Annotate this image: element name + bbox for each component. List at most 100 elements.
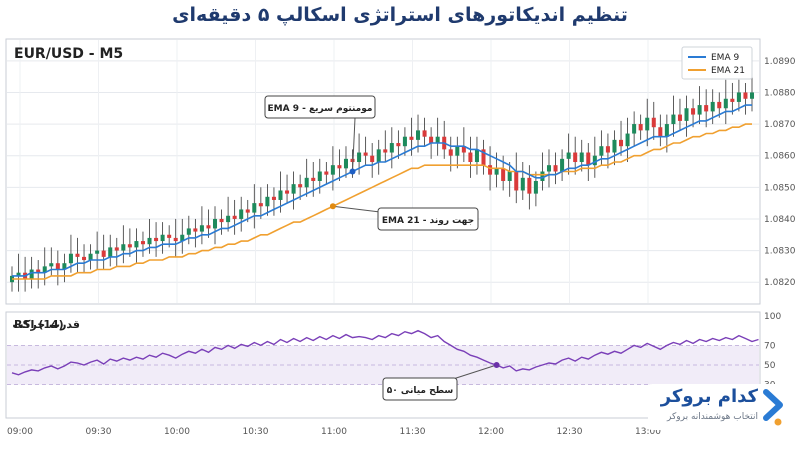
legend-label-ema9: EMA 9 xyxy=(711,53,739,63)
time-tick-label: 10:00 xyxy=(164,427,190,437)
candle xyxy=(265,184,270,216)
candle xyxy=(586,143,591,181)
time-tick-label: 12:00 xyxy=(478,427,504,437)
candle xyxy=(461,127,466,163)
brand-chevron-icon xyxy=(763,389,783,426)
candle xyxy=(743,82,748,115)
candle xyxy=(546,149,552,188)
time-tick-label: 13:00 xyxy=(635,427,661,437)
candle xyxy=(481,139,486,175)
candle xyxy=(671,95,676,137)
rsi-tick-label: 70 xyxy=(764,341,776,351)
price-tick-label: 1.0830 xyxy=(764,247,796,257)
candle xyxy=(82,244,87,273)
candles xyxy=(9,73,755,292)
brand-name: کدام بروکر xyxy=(660,386,758,407)
candle xyxy=(677,98,682,131)
price-panel xyxy=(5,38,761,305)
rsi-subtitle: قدرت حرکت xyxy=(12,318,80,331)
time-tick-label: 11:30 xyxy=(400,427,426,437)
candle xyxy=(468,136,473,178)
candle xyxy=(363,136,368,166)
price-tick-label: 1.0880 xyxy=(764,88,796,98)
candle xyxy=(736,79,741,112)
price-chart-title: EUR/USD - M5 xyxy=(14,46,123,62)
candle xyxy=(723,79,728,125)
brand-tagline: انتخاب هوشمندانه بروکر xyxy=(667,412,758,422)
annotation-marker-ema21 xyxy=(329,203,336,210)
candle xyxy=(134,228,139,264)
annotation-rsi: سطح میانی ۵۰ xyxy=(382,362,500,401)
time-tick-label: 10:30 xyxy=(243,427,269,437)
candle xyxy=(75,237,80,273)
annotation-ema21-text: EMA 21 - جهت روند xyxy=(382,216,474,226)
rsi-title: RSI (14) xyxy=(14,318,64,331)
candle xyxy=(127,228,132,257)
candle xyxy=(612,130,617,166)
candle xyxy=(55,250,60,286)
candle xyxy=(527,165,532,210)
time-tick-label: 12:30 xyxy=(557,427,583,437)
candle xyxy=(108,234,113,267)
candle xyxy=(619,120,624,156)
price-tick-label: 1.0860 xyxy=(764,152,796,162)
candle xyxy=(370,143,375,178)
candle xyxy=(717,92,722,118)
candle xyxy=(232,199,237,235)
rsi-line xyxy=(11,329,759,376)
candle xyxy=(337,149,342,181)
candle xyxy=(376,139,381,175)
candle xyxy=(396,130,401,159)
candle xyxy=(291,171,296,210)
legend: EMA 9 EMA 21 xyxy=(681,46,753,80)
candle xyxy=(304,158,309,197)
candle xyxy=(154,222,159,257)
candle xyxy=(88,244,93,270)
candle xyxy=(605,133,610,169)
annotation-rsi-text: سطح میانی ۵۰ xyxy=(387,386,454,396)
candle xyxy=(455,136,460,169)
candle xyxy=(435,117,440,156)
candle xyxy=(173,218,178,257)
candle xyxy=(140,231,145,257)
time-tick-label: 09:00 xyxy=(7,427,33,437)
candle xyxy=(507,162,512,197)
candle xyxy=(186,215,191,245)
ema21-line xyxy=(12,123,752,280)
candle xyxy=(212,206,218,245)
candle xyxy=(252,184,257,229)
candle xyxy=(540,152,545,191)
candle xyxy=(219,209,224,235)
ema9-line xyxy=(12,104,752,277)
annotation-ema9: EMA 9 - مومنتوم سریع xyxy=(264,95,376,175)
candle xyxy=(520,162,525,200)
candle xyxy=(645,98,650,147)
candle xyxy=(697,86,702,125)
candle xyxy=(160,222,165,254)
candle xyxy=(730,82,735,115)
candle xyxy=(298,174,303,200)
candle xyxy=(383,130,388,163)
candle xyxy=(16,253,21,292)
candle xyxy=(638,114,643,140)
candle xyxy=(285,174,290,204)
annotation-ema9-text: EMA 9 - مومنتوم سریع xyxy=(268,104,373,114)
candle xyxy=(658,114,663,147)
brand-logo-block: کدام بروکر انتخاب هوشمندانه بروکر xyxy=(648,384,790,430)
candle xyxy=(199,206,204,245)
annotation-marker-ema9 xyxy=(349,168,356,175)
candle xyxy=(271,187,276,216)
time-tick-label: 11:00 xyxy=(321,427,347,437)
candle xyxy=(592,136,597,178)
candle xyxy=(62,253,67,283)
rsi-tick-label: 100 xyxy=(764,312,781,322)
candle xyxy=(226,196,231,232)
rsi-axis: 100705030 xyxy=(764,312,781,391)
candle xyxy=(114,237,119,267)
price-tick-label: 1.0840 xyxy=(764,215,796,225)
candle xyxy=(121,225,126,264)
candle xyxy=(553,152,558,185)
legend-label-ema21: EMA 21 xyxy=(711,66,745,76)
